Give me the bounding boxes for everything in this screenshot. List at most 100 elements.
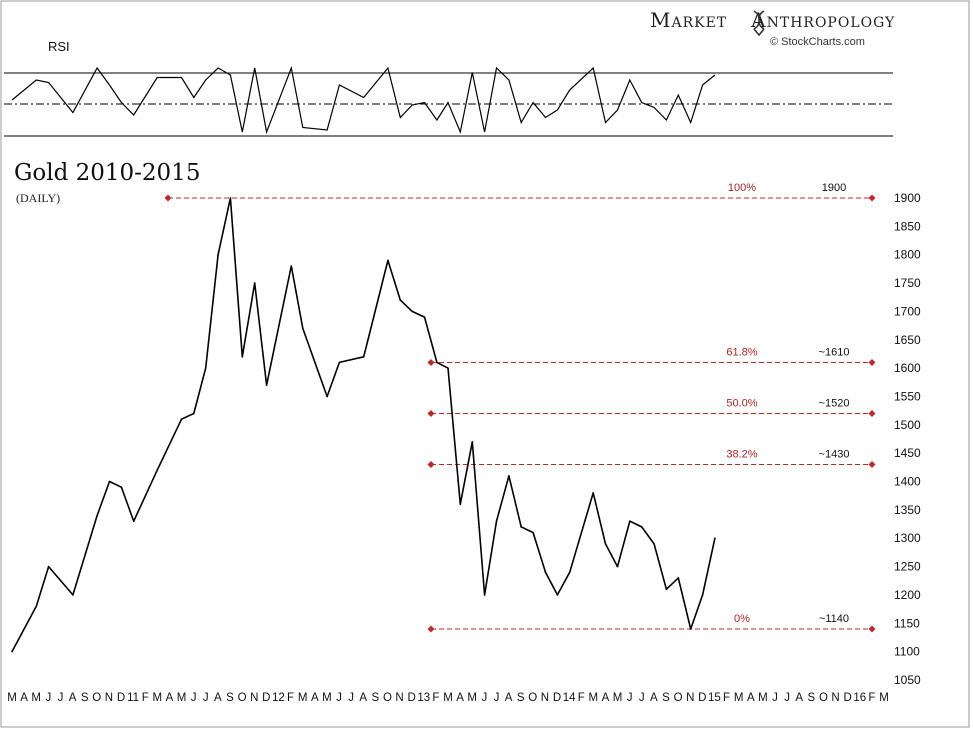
y-tick-label: 1650	[894, 333, 921, 347]
fib-marker-right	[868, 461, 876, 469]
price-point	[96, 514, 98, 517]
price-point	[253, 282, 256, 284]
y-tick-label: 1050	[894, 673, 921, 687]
price-point	[132, 520, 135, 523]
x-tick-label: M	[177, 692, 187, 704]
dna-icon	[753, 10, 765, 36]
fib-marker-right	[868, 358, 876, 366]
brand-right: Anthropology	[751, 8, 896, 32]
price-point	[568, 571, 571, 574]
x-tick-label: M	[467, 692, 477, 704]
fib-marker-left	[427, 409, 435, 417]
fib-marker-right	[868, 409, 876, 417]
fib-marker-right	[868, 625, 876, 633]
x-tick-label: F	[868, 692, 875, 704]
price-point	[290, 265, 293, 267]
fib-marker-left	[164, 194, 172, 202]
fib-pct-label: 0%	[734, 613, 750, 625]
fib-pct-label: 50.0%	[726, 397, 757, 409]
price-point	[180, 418, 183, 420]
x-tick-label: N	[541, 692, 549, 704]
price-point	[156, 469, 159, 471]
price-point	[338, 361, 341, 364]
x-tick-label: M	[443, 692, 453, 704]
x-tick-label: J	[45, 692, 51, 704]
x-tick-label: N	[105, 692, 113, 704]
x-tick-label: S	[517, 692, 525, 704]
y-tick-label: 1900	[894, 191, 921, 205]
x-tick-label: J	[772, 692, 778, 704]
y-tick-label: 1550	[894, 389, 921, 403]
price-point	[204, 367, 207, 369]
price-point	[520, 526, 522, 528]
x-tick-label: J	[627, 692, 633, 704]
price-point	[604, 543, 607, 545]
y-tick-label: 1700	[894, 304, 921, 318]
y-tick-label: 1300	[894, 531, 921, 545]
credit-text: © StockCharts.com	[770, 36, 865, 48]
price-point	[471, 441, 474, 443]
price-point	[72, 594, 74, 596]
x-tick-label: O	[819, 692, 828, 704]
x-tick-label: M	[153, 692, 163, 704]
x-tick-label: N	[395, 692, 403, 704]
price-point	[495, 520, 498, 523]
x-tick-label: J	[203, 692, 209, 704]
fib-layer: 100% 1900 61.8% ~1610 50.0% ~1520 38.2% ~1430 0%…	[164, 182, 876, 633]
price-point	[689, 628, 692, 630]
x-tick-label: F	[432, 692, 439, 704]
x-tick-label: F	[723, 692, 730, 704]
price-point	[192, 412, 195, 415]
x-tick-label: 14	[563, 692, 576, 704]
chart-subtitle: (DAILY)	[16, 191, 61, 205]
x-tick-label: O	[528, 692, 537, 704]
y-tick-label: 1600	[894, 361, 921, 375]
x-tick-label: J	[784, 692, 790, 704]
rsi-label: RSI	[48, 39, 70, 54]
price-point	[362, 355, 365, 358]
fib-pct-label: 38.2%	[726, 449, 757, 461]
x-tick-label: N	[831, 692, 839, 704]
x-tick-label: S	[807, 692, 815, 704]
x-tick-label: J	[639, 692, 645, 704]
x-tick-label: M	[879, 692, 889, 704]
x-tick-label: D	[553, 692, 561, 704]
x-tick-label: F	[287, 692, 294, 704]
price-point	[326, 395, 328, 398]
x-tick-label: D	[408, 692, 416, 704]
fib-pct-label: 61.8%	[726, 346, 757, 358]
price-point	[556, 594, 559, 596]
x-tick-label: F	[578, 692, 585, 704]
x-tick-label: J	[336, 692, 342, 704]
x-tick-label: J	[191, 692, 197, 704]
y-tick-label: 1200	[894, 588, 921, 602]
rsi-panel: RSI	[4, 39, 893, 137]
fib-level-label: ~1430	[819, 449, 850, 461]
x-tick-label: 15	[708, 692, 721, 704]
fib-marker-left	[427, 358, 435, 366]
price-point	[653, 543, 655, 545]
x-tick-label: A	[795, 692, 803, 704]
x-tick-label: M	[7, 692, 17, 704]
x-tick-label: A	[166, 692, 174, 704]
brand-title: Market Anthropology	[650, 8, 960, 32]
price-point	[265, 384, 268, 386]
y-tick-label: 1250	[894, 560, 921, 574]
price-point	[423, 316, 426, 318]
x-tick-label: A	[359, 692, 367, 704]
price-point	[532, 531, 534, 534]
x-tick-label: O	[92, 692, 101, 704]
y-tick-label: 1450	[894, 446, 921, 460]
x-tick-label: J	[481, 692, 487, 704]
x-tick-label: D	[262, 692, 270, 704]
chart-title: Gold 2010-2015	[14, 160, 201, 186]
price-point	[411, 310, 413, 313]
x-tick-label: A	[602, 692, 610, 704]
price-point	[677, 577, 680, 579]
x-tick-label: A	[456, 692, 464, 704]
price-point	[665, 588, 668, 591]
x-tick-label: D	[117, 692, 125, 704]
fib-level-label: ~1520	[819, 397, 850, 409]
